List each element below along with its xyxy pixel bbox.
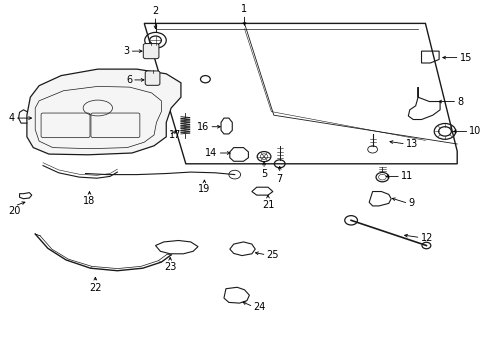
Text: 2: 2 [152, 6, 158, 16]
Text: 21: 21 [261, 200, 274, 210]
Text: 7: 7 [276, 174, 282, 184]
Text: 24: 24 [253, 302, 265, 312]
Text: 22: 22 [89, 283, 102, 293]
Text: 13: 13 [405, 139, 417, 149]
Text: 25: 25 [266, 250, 279, 260]
Text: 17: 17 [168, 130, 181, 140]
Text: 23: 23 [163, 262, 176, 272]
Text: 1: 1 [241, 4, 247, 14]
Text: 8: 8 [456, 96, 463, 107]
Text: 3: 3 [123, 46, 129, 56]
Text: 16: 16 [197, 122, 209, 132]
Text: 10: 10 [468, 126, 481, 136]
Text: 4: 4 [8, 113, 15, 123]
Text: 9: 9 [407, 198, 414, 208]
Text: 12: 12 [420, 233, 432, 243]
Text: 11: 11 [400, 171, 412, 181]
Text: 14: 14 [205, 148, 217, 158]
Text: 15: 15 [459, 53, 471, 63]
Text: 20: 20 [8, 206, 21, 216]
FancyBboxPatch shape [143, 44, 159, 59]
Text: 19: 19 [198, 184, 210, 194]
Text: 6: 6 [125, 75, 132, 85]
Text: 18: 18 [83, 196, 96, 206]
Text: 5: 5 [261, 169, 266, 179]
FancyBboxPatch shape [145, 71, 160, 85]
Polygon shape [27, 69, 181, 155]
